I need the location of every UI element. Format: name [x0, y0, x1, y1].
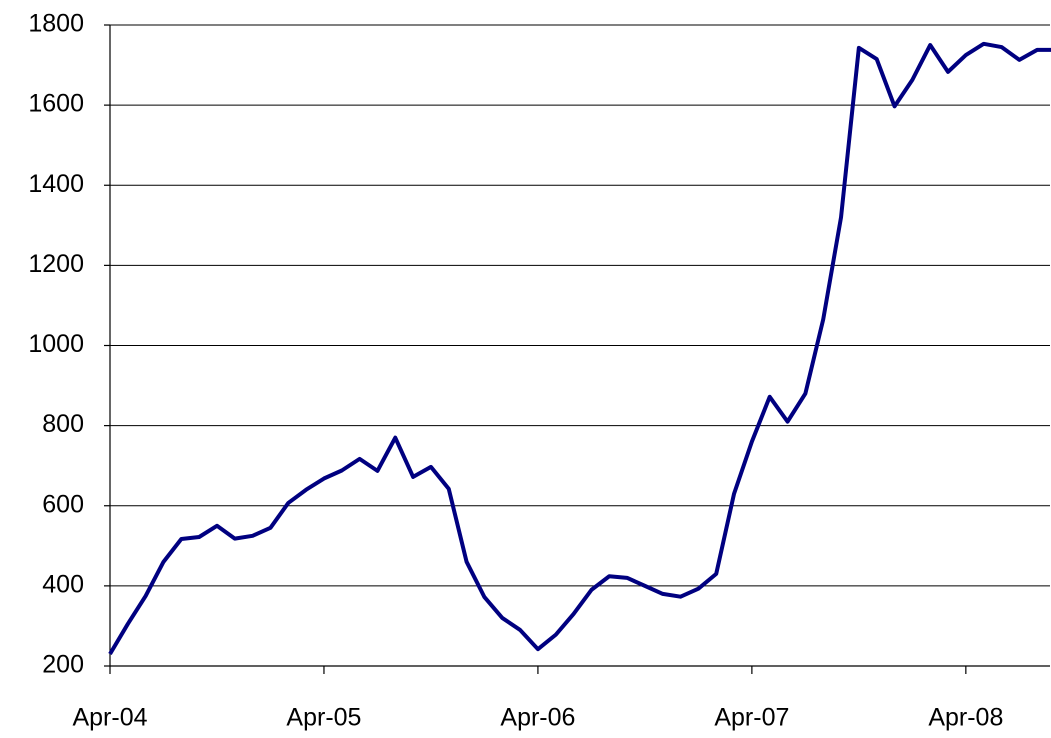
- y-tick-label: 1400: [28, 170, 84, 198]
- y-tick-label: 1800: [28, 10, 84, 38]
- axis-labels: 200 400 600 800 1000 1200 1400 1600 1800 Apr-04 Ap…: [28, 10, 1003, 732]
- x-tick-label: Apr-04: [72, 704, 147, 732]
- x-tick-label: Apr-05: [286, 704, 361, 732]
- x-tick-label: Apr-08: [928, 704, 1003, 732]
- line-series: [108, 41, 1051, 656]
- y-tick-label: 600: [42, 490, 84, 518]
- y-tick-label: 800: [42, 410, 84, 438]
- y-tick-label: 1200: [28, 250, 84, 278]
- x-tick-label: Apr-06: [500, 704, 575, 732]
- grid: [104, 24, 1050, 674]
- y-tick-label: 1600: [28, 90, 84, 118]
- x-tick-label: Apr-07: [714, 704, 789, 732]
- y-tick-label: 400: [42, 570, 84, 598]
- y-tick-label: 1000: [28, 330, 84, 358]
- plot-area: [108, 41, 1051, 656]
- y-tick-label: 200: [42, 651, 84, 679]
